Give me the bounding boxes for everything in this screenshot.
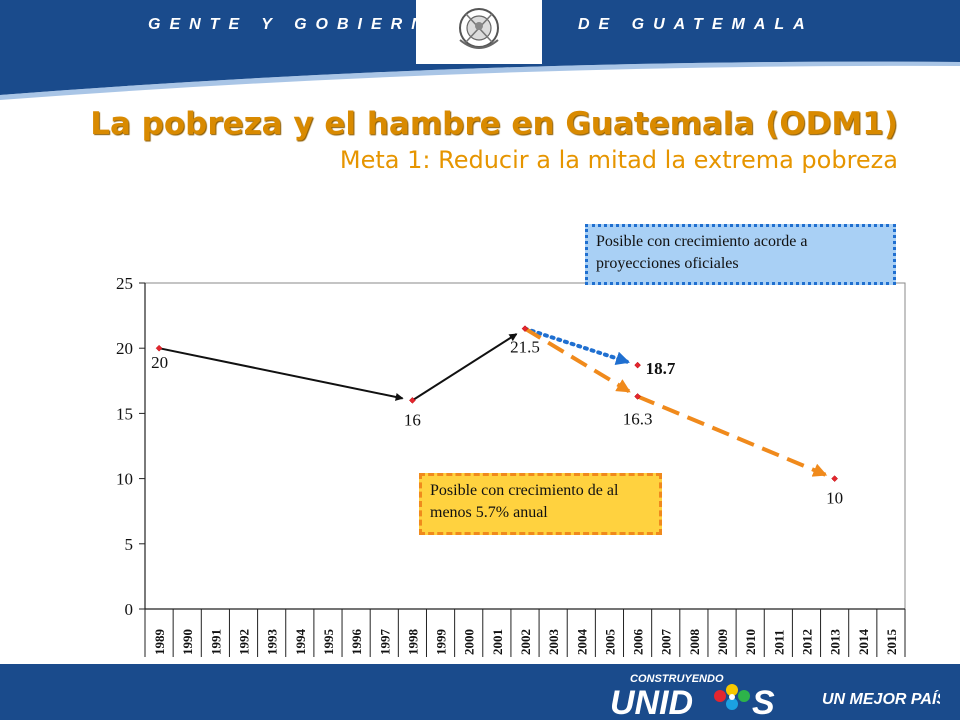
header-right-text: DE GUATEMALA — [578, 16, 814, 33]
data-label: 21.5 — [510, 338, 540, 357]
svg-text:UN MEJOR PAÍS: UN MEJOR PAÍS — [822, 689, 940, 708]
x-tick-label: 2014 — [856, 629, 871, 656]
x-tick-label: 1994 — [293, 629, 308, 656]
x-tick-label: 2000 — [462, 629, 477, 655]
page-title: La pobreza y el hambre en Guatemala (ODM… — [90, 106, 898, 142]
x-tick-label: 2003 — [546, 629, 561, 656]
y-tick-label: 10 — [116, 470, 133, 489]
data-point — [155, 344, 163, 352]
x-tick-label: 1996 — [349, 629, 364, 656]
svg-text:S: S — [752, 684, 775, 718]
x-tick-label: 1989 — [152, 629, 167, 656]
data-point — [409, 397, 416, 404]
x-tick-label: 2010 — [743, 629, 758, 655]
x-tick-label: 2001 — [490, 629, 505, 655]
svg-text:UNID: UNID — [610, 684, 693, 718]
x-tick-label: 1999 — [434, 629, 449, 656]
data-label: 16.3 — [623, 409, 653, 428]
x-tick-label: 2005 — [602, 629, 617, 656]
x-tick-label: 1997 — [377, 629, 392, 656]
guatemala-seal-icon — [416, 0, 542, 64]
x-tick-label: 1991 — [208, 629, 223, 655]
trend-arrow — [523, 326, 631, 394]
y-tick-label: 5 — [125, 535, 134, 554]
y-tick-label: 15 — [116, 404, 133, 423]
svg-text:CONSTRUYENDO: CONSTRUYENDO — [630, 673, 724, 685]
x-tick-label: 1990 — [180, 629, 195, 655]
header-left-text: GENTE Y GOBIERNO — [148, 16, 454, 33]
growth-scenario-note: Posible con crecimiento de al menos 5.7%… — [419, 473, 662, 535]
official-projection-note: Posible con crecimiento acorde a proyecc… — [585, 224, 896, 285]
trend-arrow — [411, 333, 518, 402]
x-tick-label: 2012 — [799, 629, 814, 655]
x-tick-label: 2007 — [659, 629, 674, 656]
x-tick-label: 2004 — [574, 629, 589, 656]
data-point — [634, 393, 641, 400]
trend-arrow — [636, 394, 828, 477]
y-tick-label: 20 — [116, 339, 133, 358]
x-tick-label: 2009 — [715, 629, 730, 656]
data-label: 16 — [404, 410, 421, 429]
x-tick-label: 1995 — [321, 629, 336, 656]
footer-band — [0, 664, 960, 720]
x-tick-label: 1998 — [405, 629, 420, 656]
trend-arrow — [523, 326, 631, 366]
data-point — [831, 475, 838, 482]
construyendo-unidos-logo-icon: CONSTRUYENDO UNID S UN MEJOR PAÍS — [610, 673, 940, 718]
x-tick-label: 1992 — [237, 629, 252, 655]
page-subtitle: Meta 1: Reducir a la mitad la extrema po… — [339, 146, 898, 174]
x-tick-label: 1993 — [265, 629, 280, 656]
x-tick-label: 2002 — [518, 629, 533, 655]
trend-arrow — [158, 347, 404, 401]
data-point — [634, 361, 641, 369]
data-point — [521, 325, 529, 332]
x-tick-label: 2015 — [884, 629, 899, 656]
y-tick-label: 25 — [116, 274, 133, 293]
data-label: 20 — [151, 353, 168, 372]
x-tick-label: 2008 — [687, 629, 702, 656]
data-label: 10 — [826, 489, 843, 508]
y-tick-label: 0 — [125, 600, 134, 619]
x-tick-label: 2011 — [771, 630, 786, 655]
x-tick-label: 2006 — [631, 629, 646, 656]
data-label: 18.7 — [646, 359, 676, 378]
x-tick-label: 2013 — [828, 629, 843, 656]
